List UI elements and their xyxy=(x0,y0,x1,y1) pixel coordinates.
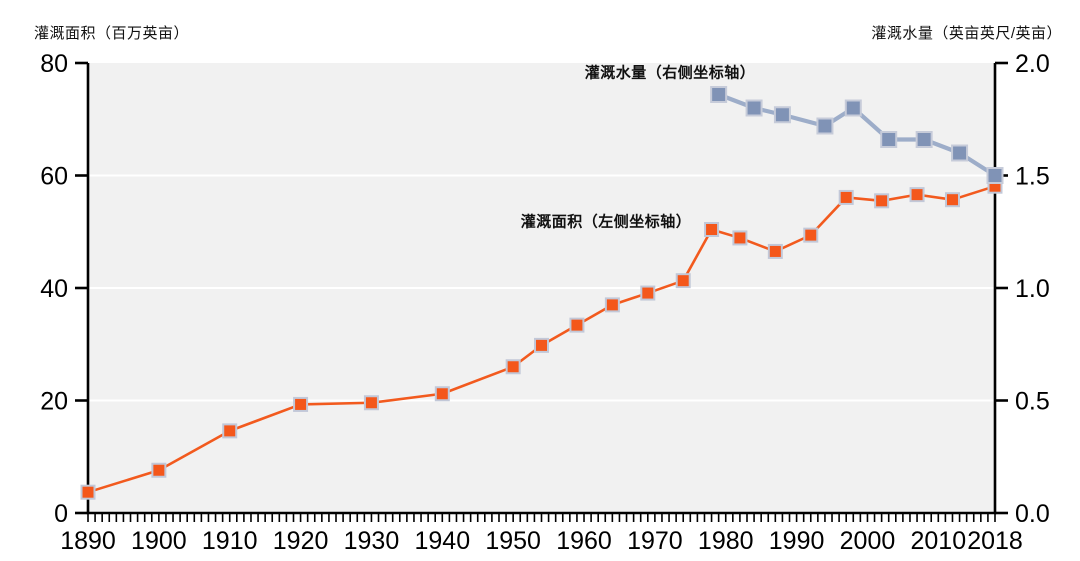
x-axis-tick-label: 1980 xyxy=(698,527,754,555)
series-marker-0 xyxy=(909,187,925,203)
x-axis-tick-label: 2010 xyxy=(911,527,967,555)
x-axis-tick-label: 2000 xyxy=(840,527,896,555)
water-series-label: 灌溉水量（右侧坐标轴） xyxy=(584,64,756,82)
series-marker-0 xyxy=(803,227,819,243)
series-marker-1 xyxy=(915,131,933,148)
series-marker-1 xyxy=(880,131,898,148)
series-marker-0 xyxy=(505,359,521,375)
series-marker-0 xyxy=(640,285,656,301)
x-axis-tick-label: 1920 xyxy=(273,527,329,555)
x-axis-tick-label: 1900 xyxy=(131,527,187,555)
series-marker-1 xyxy=(773,106,791,124)
x-axis-tick-label: 1940 xyxy=(414,527,470,555)
series-marker-0 xyxy=(80,484,96,500)
series-marker-0 xyxy=(434,386,450,402)
right-axis-tick-label: 0.0 xyxy=(1015,500,1050,528)
x-axis-tick-label: 1950 xyxy=(485,527,541,555)
right-axis-tick-label: 1.0 xyxy=(1015,275,1050,303)
series-marker-1 xyxy=(816,117,834,135)
series-marker-0 xyxy=(675,273,691,289)
left-axis-title: 灌溉面积（百万英亩） xyxy=(34,25,190,42)
x-axis-tick-label: 1960 xyxy=(556,527,612,555)
series-marker-1 xyxy=(844,99,862,117)
series-marker-0 xyxy=(838,189,854,205)
left-axis-tick-label: 40 xyxy=(40,275,68,303)
right-axis-tick-label: 1.5 xyxy=(1015,163,1050,191)
series-marker-0 xyxy=(604,297,620,313)
series-marker-0 xyxy=(767,243,783,259)
series-marker-0 xyxy=(151,462,167,478)
series-marker-0 xyxy=(222,423,238,439)
series-marker-1 xyxy=(710,86,728,103)
series-marker-0 xyxy=(944,192,960,208)
series-marker-1 xyxy=(745,99,763,117)
left-axis-tick-label: 20 xyxy=(40,388,68,416)
series-marker-0 xyxy=(363,395,379,411)
series-marker-0 xyxy=(732,230,748,246)
series-marker-1 xyxy=(986,167,1004,184)
x-axis-tick-label: 1970 xyxy=(627,527,683,555)
left-axis-tick-label: 60 xyxy=(40,163,68,191)
series-marker-0 xyxy=(293,396,309,412)
x-axis-tick-label: 1930 xyxy=(344,527,400,555)
left-axis-tick-label: 80 xyxy=(40,50,68,78)
right-axis-tick-label: 0.5 xyxy=(1015,388,1050,416)
series-marker-0 xyxy=(704,222,720,237)
left-axis-tick-label: 0 xyxy=(54,500,68,528)
right-axis-tick-label: 2.0 xyxy=(1015,50,1050,78)
area-series-label: 灌溉面积（左侧坐标轴） xyxy=(520,213,692,231)
series-marker-0 xyxy=(569,317,585,333)
x-axis-tick-label: 1910 xyxy=(202,527,258,555)
series-marker-0 xyxy=(534,337,549,353)
x-axis-tick-label: 1890 xyxy=(60,527,116,555)
x-axis-tick-label: 1990 xyxy=(769,527,825,555)
right-axis-title: 灌溉水量（英亩英尺/英亩） xyxy=(871,25,1062,42)
series-marker-0 xyxy=(874,193,890,209)
x-axis-tick-label: 2018 xyxy=(967,527,1023,555)
series-marker-1 xyxy=(951,144,969,162)
